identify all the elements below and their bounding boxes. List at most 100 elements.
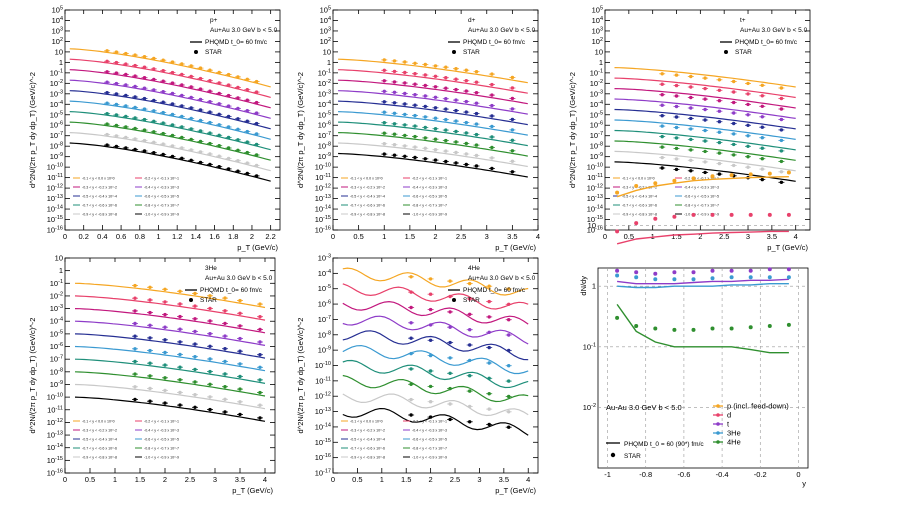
panel-t+: 10-1610-1510-1410-1310-1210-1110-1010-91… <box>568 6 811 252</box>
plot-frame <box>64 9 281 231</box>
y-tick-label: 10-3 <box>50 89 63 98</box>
model-curve <box>74 295 266 321</box>
x-tick-label: 4 <box>526 475 530 484</box>
legend-rapidity-bin: -0.2 < y < -0.1 x 10^-1 <box>144 177 179 181</box>
legend-rapidity-bin: -0.1 < y < 0.0 x 10^0 <box>350 177 383 181</box>
y-tick-label: 1 <box>599 58 603 67</box>
y-tick-label: 10-5 <box>50 110 63 119</box>
y-tick-label: 10-4 <box>50 317 63 326</box>
legend-rapidity-bin: -0.4 < y < -0.3 x 10^-3 <box>412 186 447 190</box>
y-axis-label: d^2N/(2π p_T dy dp_T) (GeV/c)^-2 <box>296 72 305 188</box>
x-tick-label: 0 <box>331 475 335 484</box>
y-tick-label: 10-1 <box>318 68 331 77</box>
x-tick-label: 2 <box>433 232 437 241</box>
legend-rapidity-bin: -0.3 < y < -0.2 x 10^-2 <box>82 186 117 190</box>
legend-rapidity-bin: -0.2 < y < -0.1 x 10^-1 <box>412 177 447 181</box>
y-tick-label: 1 <box>59 58 63 67</box>
legend-rapidity-bin: -0.4 < y < -0.3 x 10^-3 <box>144 429 179 433</box>
x-tick-label: 2 <box>250 232 254 241</box>
data-point <box>691 270 696 275</box>
model-curve <box>69 48 271 88</box>
x-axis-label: y <box>802 479 806 488</box>
x-tick-label: 2.5 <box>450 475 460 484</box>
x-tick-label: 2.5 <box>185 475 195 484</box>
model-curve <box>617 278 789 285</box>
y-tick-label: 10-12 <box>315 392 331 401</box>
legend-rapidity-bin: -0.6 < y < -0.5 x 10^-5 <box>144 195 179 199</box>
x-tick-label: 2 <box>163 475 167 484</box>
x-tick-label: 2.2 <box>265 232 275 241</box>
data-point <box>748 275 753 280</box>
data-point <box>615 229 620 234</box>
model-curve <box>69 132 271 172</box>
legend-rapidity-bin: -0.7 < y < -0.6 x 10^-6 <box>350 204 385 208</box>
y-axis-label: d^2N/(2π p_T dy dp_T) (GeV/c)^-2 <box>568 72 577 188</box>
y-tick-label: 10-2 <box>50 291 63 300</box>
x-tick-label: -0.6 <box>677 470 690 479</box>
data-point <box>691 212 696 217</box>
y-tick-label: 10-5 <box>318 284 331 293</box>
data-point <box>653 181 658 186</box>
model-curve <box>342 300 529 325</box>
legend-marker <box>716 431 720 435</box>
data-point <box>767 275 772 280</box>
data-legend-marker <box>189 298 193 302</box>
x-tick-label: 2.5 <box>456 232 466 241</box>
x-tick-label: 0.5 <box>352 475 362 484</box>
data-point <box>710 268 715 273</box>
y-tick-label: 10-10 <box>47 393 63 402</box>
legend-rapidity-bin: -0.7 < y < -0.6 x 10^-6 <box>350 447 385 451</box>
data-legend-marker <box>724 50 728 54</box>
y-axis-label: d^2N/(2π p_T dy dp_T) (GeV/c)^-2 <box>28 318 37 434</box>
x-tick-label: 1.5 <box>135 475 145 484</box>
legend-rapidity-bin: -0.3 < y < -0.2 x 10^-2 <box>82 429 117 433</box>
data-point <box>691 176 696 181</box>
y-tick-label: 10-14 <box>47 205 63 214</box>
legend-rapidity-bin: -0.8 < y < -0.7 x 10^-7 <box>144 204 179 208</box>
data-point <box>615 273 620 278</box>
y-tick-label: 10-15 <box>315 438 331 447</box>
data-point <box>729 275 734 280</box>
y-tick-label: 10-8 <box>318 330 331 339</box>
model-curve <box>617 283 789 289</box>
data-legend-marker <box>452 50 456 54</box>
x-axis-label: p_T (GeV/c) <box>767 243 808 252</box>
data-point <box>729 212 734 217</box>
model-curve <box>338 121 528 147</box>
legend-rapidity-bin: -0.2 < y < -0.1 x 10^-1 <box>144 420 179 424</box>
y-tick-label: 10-7 <box>318 315 331 324</box>
y-tick-label: 10-4 <box>318 269 331 278</box>
data-point <box>634 275 639 280</box>
y-tick-label: 10-7 <box>318 131 331 140</box>
legend-rapidity-bin: -0.9 < y < -0.8 x 10^-8 <box>82 213 117 217</box>
y-tick-label: 10-12 <box>315 184 331 193</box>
y-tick-label: 10-6 <box>318 300 331 309</box>
model-curve <box>74 358 266 384</box>
model-curve <box>342 283 529 310</box>
data-point <box>691 277 696 282</box>
legend-rapidity-bin: -1.0 < y < -0.9 x 10^-9 <box>412 456 447 460</box>
model-curve <box>614 119 796 140</box>
legend-rapidity-bin: -0.9 < y < -0.8 x 10^-8 <box>350 213 385 217</box>
legend-rapidity-bin: -0.5 < y < -0.4 x 10^-4 <box>82 195 117 199</box>
y-tick-label: 10-16 <box>587 226 603 235</box>
model-curve <box>74 345 266 372</box>
y-tick-label: 103 <box>592 26 603 35</box>
model-curve <box>342 315 529 345</box>
model-legend-label: PHQMD t_0= 60 fm/c <box>735 39 798 46</box>
y-axis-label: dN/dy <box>579 276 588 296</box>
y-tick-label: 10-12 <box>47 184 63 193</box>
legend-rapidity-bin: -0.5 < y < -0.4 x 10^-4 <box>350 195 385 199</box>
y-tick-label: 10-13 <box>315 194 331 203</box>
y-tick-label: 103 <box>320 26 331 35</box>
model-curve <box>69 121 271 161</box>
model-curve <box>614 140 796 161</box>
y-tick-label: 10-6 <box>318 121 331 130</box>
x-tick-label: -1 <box>604 470 611 479</box>
y-tick-label: 10-4 <box>50 100 63 109</box>
y-tick-label: 10 <box>55 47 63 56</box>
legend-rapidity-bin: -0.3 < y < -0.2 x 10^-2 <box>622 186 657 190</box>
y-tick-label: 1 <box>327 58 331 67</box>
model-curve <box>69 111 271 151</box>
